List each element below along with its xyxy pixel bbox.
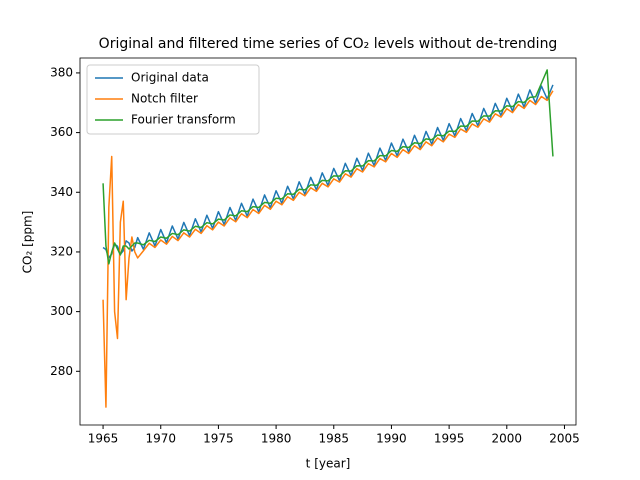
legend-box <box>86 64 260 135</box>
plot-frame <box>79 57 577 426</box>
y-tick-label: 300 <box>50 304 73 318</box>
series-line <box>102 69 554 265</box>
y-tick-label: 280 <box>50 364 73 378</box>
x-tick-label: 1965 <box>88 432 119 446</box>
x-tick-label: 1990 <box>376 432 407 446</box>
y-axis-label: CO₂ [ppm] <box>21 211 35 274</box>
y-tick-label: 380 <box>50 65 73 79</box>
x-tick-label: 1985 <box>318 432 349 446</box>
x-axis-label: t [year] <box>306 457 351 471</box>
x-tick-label: 1995 <box>434 432 465 446</box>
x-tick-label: 1975 <box>203 432 234 446</box>
legend-label: Fourier transform <box>131 113 236 127</box>
x-tick-label: 2000 <box>492 432 523 446</box>
series-line <box>102 90 554 408</box>
x-tick-label: 1970 <box>145 432 176 446</box>
series-line <box>102 84 554 259</box>
x-tick-label: 1980 <box>261 432 292 446</box>
y-tick-label: 360 <box>50 125 73 139</box>
legend-label: Notch filter <box>131 92 198 106</box>
y-tick-label: 340 <box>50 185 73 199</box>
x-tick-label: 2005 <box>549 432 580 446</box>
legend-label: Original data <box>131 71 209 85</box>
y-tick-label: 320 <box>50 244 73 258</box>
chart-title: Original and filtered time series of CO₂… <box>99 36 558 52</box>
